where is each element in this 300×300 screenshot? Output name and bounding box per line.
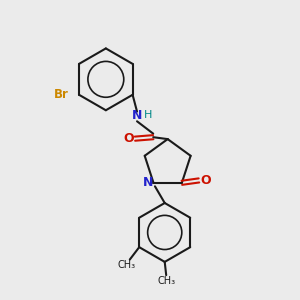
Text: CH₃: CH₃ <box>118 260 136 270</box>
Text: CH₃: CH₃ <box>157 276 175 286</box>
Text: O: O <box>123 132 134 145</box>
Text: N: N <box>132 110 142 122</box>
Text: Br: Br <box>54 88 69 101</box>
Text: N: N <box>142 176 153 189</box>
Text: H: H <box>144 110 152 119</box>
Text: O: O <box>200 174 211 187</box>
